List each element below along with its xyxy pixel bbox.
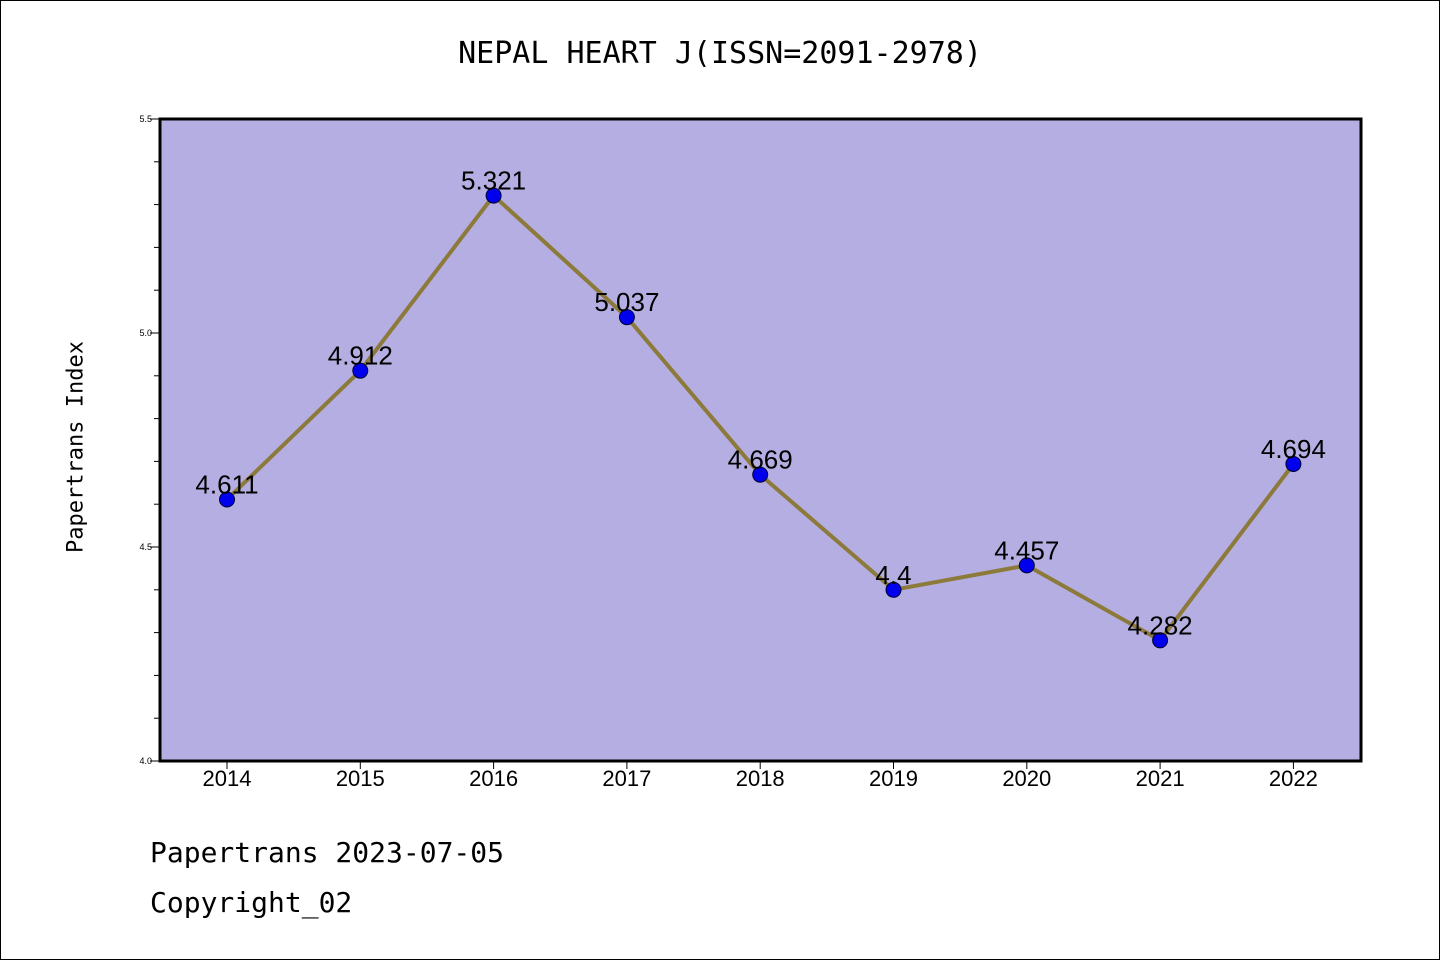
plot-border [158,117,1363,763]
x-axis: 2014 2015 2016 2017 2018 2019 2020 2021 2022 [203,761,1318,791]
data-labels: 4.611 4.912 5.321 5.037 4.669 4.4 4.457 4.282 4.… [195,166,1326,641]
data-point [752,466,769,483]
y-tick-label: 5.5 [139,114,152,124]
y-axis: 4.0 4.5 5.0 5.5 [139,114,160,766]
footer-date: Papertrans 2023-07-05 [150,836,505,869]
x-tick-label: 2018 [736,766,785,791]
y-tick-label: 4.0 [139,756,152,766]
data-label: 4.669 [728,445,793,475]
data-label: 4.457 [994,535,1059,565]
x-tick-label: 2016 [469,766,518,791]
data-point [618,309,635,326]
y-tick-label: 5.0 [139,328,152,338]
x-tick-label: 2017 [602,766,651,791]
x-tick-label: 2019 [869,766,918,791]
y-tick-label: 4.5 [139,542,152,552]
data-point [485,187,502,204]
data-point [885,581,902,598]
data-point [1285,455,1302,472]
data-point [352,362,369,379]
data-label: 5.037 [594,287,659,317]
data-label: 4.912 [328,341,393,371]
data-point [1018,557,1035,574]
plot-area [160,119,1361,761]
data-label: 4.694 [1261,434,1326,464]
data-label: 4.4 [875,560,911,590]
data-label: 4.611 [195,469,258,499]
data-label: 5.321 [461,166,526,196]
data-point [1152,632,1169,649]
data-points [219,187,1302,649]
data-label: 4.282 [1128,610,1193,640]
footer-copyright: Copyright_02 [150,886,353,919]
x-tick-label: 2022 [1269,766,1318,791]
x-tick-label: 2020 [1002,766,1051,791]
chart-title: NEPAL HEART J(ISSN=2091-2978) [458,36,982,71]
data-point [219,491,235,508]
x-tick-label: 2014 [203,766,252,791]
x-tick-label: 2015 [336,766,385,791]
x-tick-label: 2021 [1136,766,1185,791]
